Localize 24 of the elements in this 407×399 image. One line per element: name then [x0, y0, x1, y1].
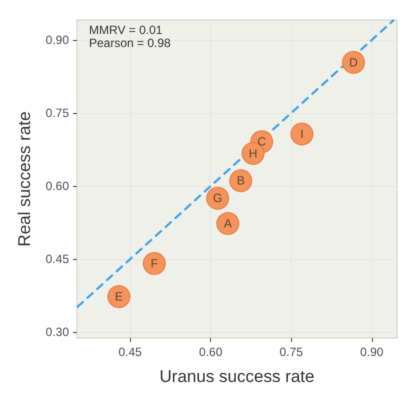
annotation: G: [213, 191, 222, 206]
annotation: F: [150, 256, 158, 270]
point: [290, 122, 314, 146]
annotation: I: [300, 126, 304, 141]
y-tick-label: 0.90: [46, 32, 70, 47]
y-axis-title: Real success rate: [15, 111, 34, 247]
annotation: A: [224, 216, 232, 231]
annotation: B: [236, 174, 245, 188]
annotation: E: [114, 290, 123, 304]
y-tick-label: 0.30: [46, 325, 70, 340]
x-tick-label: 0.75: [280, 345, 304, 359]
y-tick-label: 0.45: [46, 252, 70, 266]
annotation: Pearson = 0.98: [89, 36, 172, 50]
y-tick-label: 0.60: [46, 179, 70, 194]
point: [142, 252, 166, 275]
x-tick-label: 0.90: [360, 345, 384, 359]
annotation: D: [349, 55, 358, 70]
y-tick-label: 0.75: [46, 106, 70, 120]
x-axis-title: Uranus success rate: [160, 367, 314, 386]
annotation: C: [257, 134, 266, 149]
x-tick-label: 0.60: [199, 345, 223, 359]
x-tick-label: 0.45: [118, 345, 142, 359]
annotation: H: [248, 146, 258, 160]
annotation: MMRV = 0.01: [89, 23, 163, 37]
